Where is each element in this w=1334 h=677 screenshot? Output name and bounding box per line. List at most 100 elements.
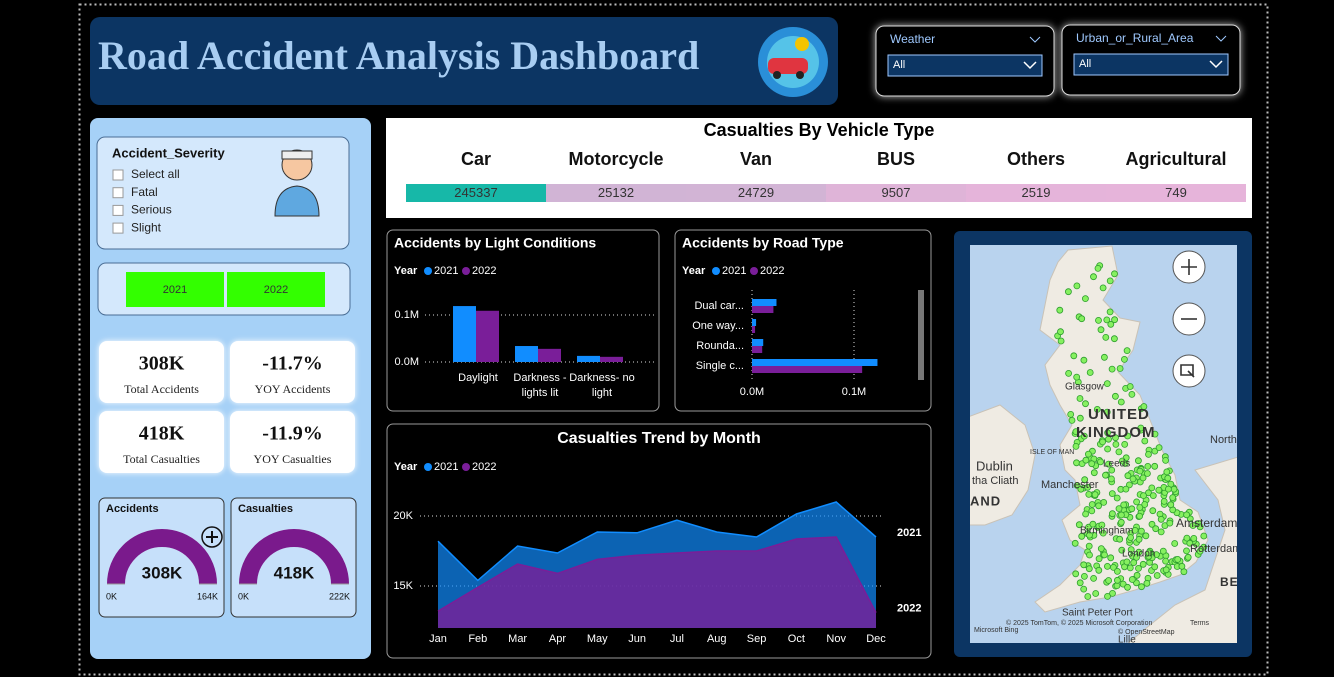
map-point[interactable] <box>1072 442 1080 450</box>
checkbox[interactable] <box>112 204 124 216</box>
map-point[interactable] <box>1090 575 1097 582</box>
map-point[interactable] <box>1104 563 1111 570</box>
map-point[interactable] <box>1160 497 1168 505</box>
map-point[interactable] <box>1151 462 1159 470</box>
map-point[interactable] <box>1114 576 1121 584</box>
legend-label[interactable]: 2022 <box>472 265 496 277</box>
map-point[interactable] <box>1163 468 1171 476</box>
map-point[interactable] <box>1065 288 1072 296</box>
map-point[interactable] <box>1086 531 1093 539</box>
map-point[interactable] <box>1171 540 1179 547</box>
map-point[interactable] <box>1117 398 1125 406</box>
map-point[interactable] <box>1149 492 1157 500</box>
map-point[interactable] <box>1073 459 1080 467</box>
map-point[interactable] <box>1159 547 1167 555</box>
slicer-option[interactable]: Select all <box>131 167 180 181</box>
map-point[interactable] <box>1093 405 1101 413</box>
year-button-label[interactable]: 2022 <box>264 284 288 296</box>
map-point[interactable] <box>1108 365 1116 373</box>
map-point[interactable] <box>1090 273 1097 281</box>
map-point[interactable] <box>1133 571 1141 579</box>
map-point[interactable] <box>1116 365 1124 372</box>
map-point[interactable] <box>1135 565 1142 572</box>
map-point[interactable] <box>1184 553 1192 561</box>
map-point[interactable] <box>1075 521 1083 529</box>
map-point[interactable] <box>1082 295 1089 303</box>
map-point[interactable] <box>1088 507 1096 515</box>
map-point[interactable] <box>1162 566 1170 574</box>
map-point[interactable] <box>1108 466 1116 474</box>
map-point[interactable] <box>1121 440 1129 448</box>
map-point[interactable] <box>1111 335 1118 343</box>
map-point[interactable] <box>1133 498 1140 506</box>
map-point[interactable] <box>1065 369 1072 377</box>
map-point[interactable] <box>1144 470 1151 477</box>
slicer-option[interactable]: Slight <box>131 220 162 234</box>
map-point[interactable] <box>1145 549 1153 557</box>
map-point[interactable] <box>1084 483 1092 491</box>
map-point[interactable] <box>1068 416 1076 424</box>
map-point[interactable] <box>1109 510 1116 518</box>
map-point[interactable] <box>1076 579 1084 587</box>
slicer-option[interactable]: Fatal <box>131 185 158 199</box>
map-point[interactable] <box>1111 316 1118 324</box>
map-point[interactable] <box>1133 554 1140 561</box>
map-point[interactable] <box>1142 532 1150 540</box>
filter-dropdown[interactable] <box>887 54 1043 77</box>
map-point[interactable] <box>1124 432 1131 440</box>
map-point[interactable] <box>1111 270 1118 278</box>
map-point[interactable] <box>1196 523 1204 531</box>
map-point[interactable] <box>1082 510 1089 518</box>
map-point[interactable] <box>1080 585 1088 593</box>
map-point[interactable] <box>1139 474 1147 482</box>
map-point[interactable] <box>1126 383 1134 390</box>
map-point[interactable] <box>1081 476 1089 484</box>
map-point[interactable] <box>1183 511 1190 519</box>
map-point[interactable] <box>1092 590 1100 597</box>
map-point[interactable] <box>1105 577 1112 584</box>
map-point[interactable] <box>1078 315 1086 323</box>
map-point[interactable] <box>1136 467 1144 475</box>
map-point[interactable] <box>1131 527 1139 534</box>
map-point[interactable] <box>1112 440 1120 448</box>
map-point[interactable] <box>1190 535 1198 542</box>
map-point[interactable] <box>1107 320 1115 328</box>
map-point[interactable] <box>1186 539 1194 547</box>
map-point[interactable] <box>1124 472 1132 480</box>
map-point[interactable] <box>1165 485 1172 493</box>
map-point[interactable] <box>1141 437 1149 445</box>
map-point[interactable] <box>1112 434 1119 442</box>
map-point[interactable] <box>1118 457 1126 465</box>
map-point[interactable] <box>1086 551 1093 559</box>
map-point[interactable] <box>1057 328 1064 336</box>
map-point[interactable] <box>1080 561 1088 569</box>
map-point[interactable] <box>1128 576 1136 583</box>
map-point[interactable] <box>1095 502 1102 510</box>
map-point[interactable] <box>1157 515 1165 523</box>
map-point[interactable] <box>1130 559 1138 566</box>
map-point[interactable] <box>1136 504 1144 511</box>
map-point[interactable] <box>1140 403 1148 410</box>
map-point[interactable] <box>1076 414 1084 422</box>
map-point[interactable] <box>1148 484 1156 492</box>
map-point[interactable] <box>1073 373 1081 381</box>
map-point[interactable] <box>1145 450 1152 458</box>
map-point[interactable] <box>1082 456 1090 464</box>
map-point[interactable] <box>1118 511 1125 519</box>
map-point[interactable] <box>1143 579 1151 587</box>
map-point[interactable] <box>1144 462 1152 470</box>
map-point[interactable] <box>1105 460 1112 468</box>
map-point[interactable] <box>1097 545 1105 552</box>
legend-label[interactable]: 2021 <box>434 461 458 473</box>
map-point[interactable] <box>1085 565 1093 573</box>
legend-label[interactable]: 2021 <box>722 265 746 277</box>
map-point[interactable] <box>1086 369 1094 376</box>
map-point[interactable] <box>1101 551 1108 559</box>
map-point[interactable] <box>1155 486 1163 494</box>
map-point[interactable] <box>1072 428 1080 436</box>
map-point[interactable] <box>1166 519 1174 527</box>
map-point[interactable] <box>1174 556 1182 563</box>
map-point[interactable] <box>1124 583 1131 591</box>
map-point[interactable] <box>1081 573 1088 580</box>
map-point[interactable] <box>1098 521 1106 529</box>
